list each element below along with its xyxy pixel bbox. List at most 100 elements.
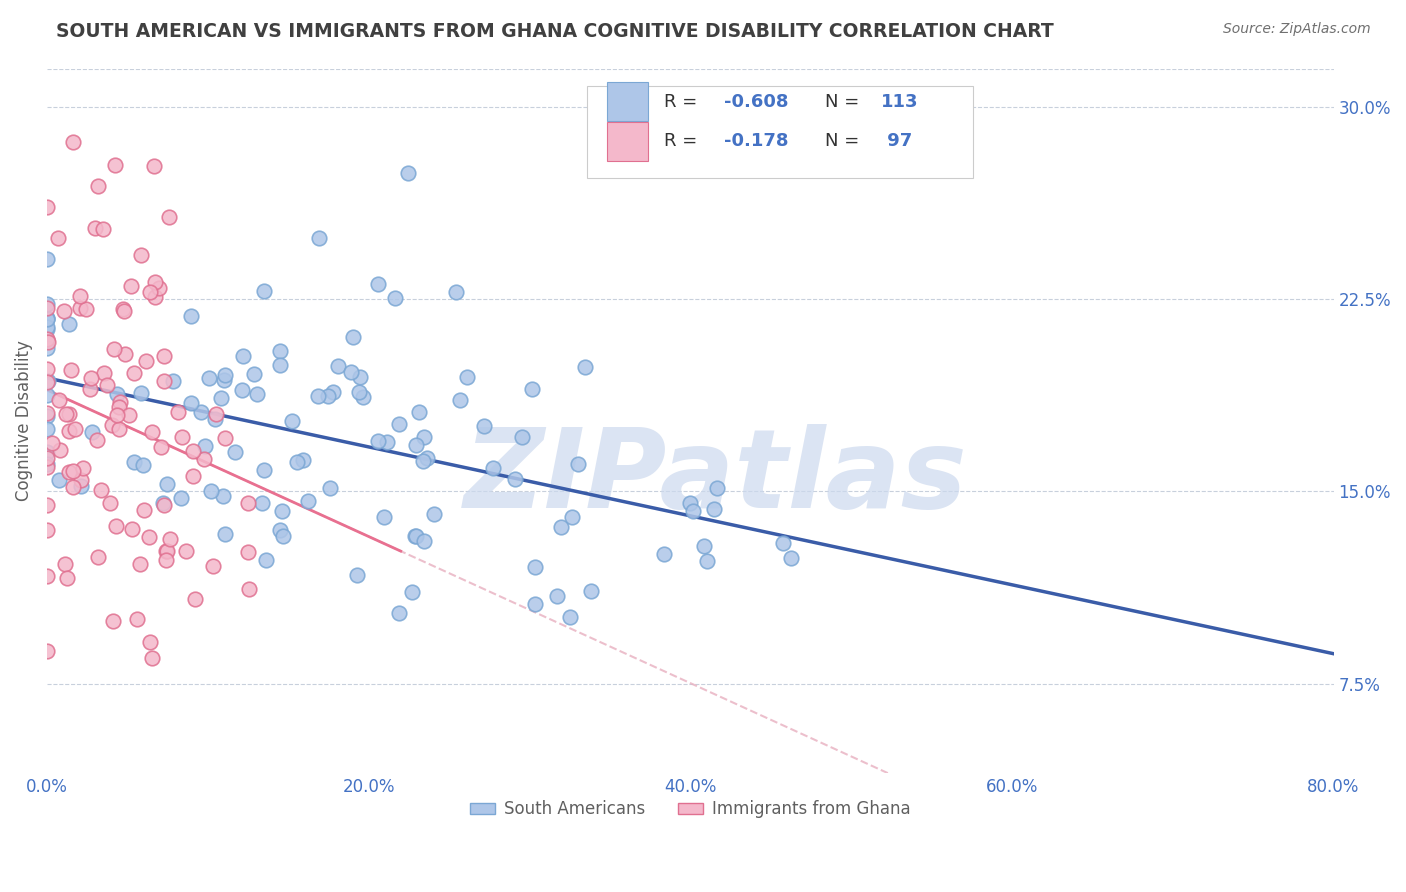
Point xyxy=(238,544,260,558)
Point xyxy=(107,422,129,436)
Point xyxy=(69,301,91,315)
Point xyxy=(780,551,803,566)
Point xyxy=(510,430,533,444)
Point xyxy=(155,544,177,558)
Point xyxy=(280,414,302,428)
Point xyxy=(412,533,434,548)
Point xyxy=(253,284,276,298)
Point xyxy=(80,371,103,385)
Point xyxy=(181,469,204,483)
Point xyxy=(153,375,176,389)
Point xyxy=(682,504,704,518)
Point xyxy=(180,310,202,324)
Text: ZIPatlas: ZIPatlas xyxy=(464,424,967,531)
Point xyxy=(141,425,163,440)
Text: -0.178: -0.178 xyxy=(724,132,789,150)
Point xyxy=(152,349,174,363)
Point xyxy=(157,210,180,224)
Point xyxy=(209,391,232,405)
Point xyxy=(567,457,589,471)
Point xyxy=(550,520,572,534)
Point xyxy=(107,400,129,414)
Point xyxy=(80,425,103,439)
Point xyxy=(139,635,162,649)
Point xyxy=(444,285,467,299)
Point xyxy=(112,301,135,316)
Point xyxy=(246,386,269,401)
Point xyxy=(35,644,58,658)
Point xyxy=(232,349,254,363)
Point xyxy=(156,477,179,491)
Point xyxy=(522,382,544,396)
Point xyxy=(114,346,136,360)
Point xyxy=(456,369,478,384)
Point xyxy=(170,430,193,444)
Point xyxy=(143,275,166,289)
Point xyxy=(693,539,716,553)
Point xyxy=(107,408,129,422)
Point xyxy=(35,444,58,458)
Point xyxy=(127,612,149,626)
Point xyxy=(120,278,142,293)
Point xyxy=(35,409,58,424)
Point xyxy=(62,480,84,494)
Point xyxy=(367,277,389,292)
Point xyxy=(387,606,409,620)
Point xyxy=(287,455,309,469)
Point xyxy=(322,384,344,399)
Point xyxy=(62,135,84,149)
Point xyxy=(174,544,197,558)
Point xyxy=(35,569,58,583)
Point xyxy=(242,367,264,381)
Point xyxy=(405,529,427,543)
Point xyxy=(297,494,319,508)
Point xyxy=(523,560,546,574)
Point xyxy=(503,472,526,486)
Point xyxy=(342,330,364,344)
Point xyxy=(214,527,236,541)
Point xyxy=(170,491,193,505)
Point xyxy=(205,407,228,421)
Point xyxy=(212,489,235,503)
Point xyxy=(269,343,291,358)
Point xyxy=(58,465,80,479)
Point xyxy=(35,332,58,346)
Point xyxy=(159,532,181,546)
Point xyxy=(112,304,135,318)
Point xyxy=(401,584,423,599)
Point xyxy=(326,359,349,373)
Point xyxy=(104,518,127,533)
Text: 113: 113 xyxy=(880,93,918,111)
Text: N =: N = xyxy=(825,132,865,150)
Point xyxy=(58,317,80,331)
Point xyxy=(346,568,368,582)
Point xyxy=(35,362,58,376)
Point xyxy=(231,383,253,397)
Point xyxy=(152,498,174,512)
Y-axis label: Cognitive Disability: Cognitive Disability xyxy=(15,341,32,501)
Point xyxy=(194,439,217,453)
Text: -0.608: -0.608 xyxy=(724,93,789,111)
Point xyxy=(340,365,363,379)
Point xyxy=(152,495,174,509)
Point xyxy=(96,378,118,392)
Point xyxy=(184,592,207,607)
Point xyxy=(75,301,97,316)
Point xyxy=(35,422,58,436)
Point xyxy=(250,496,273,510)
Point xyxy=(347,385,370,400)
Text: 97: 97 xyxy=(880,132,912,150)
Point xyxy=(37,335,59,350)
Point xyxy=(79,382,101,396)
Point xyxy=(35,252,58,266)
Point xyxy=(60,363,83,377)
Point xyxy=(35,523,58,537)
Point xyxy=(35,319,58,334)
Point xyxy=(122,367,145,381)
Point xyxy=(202,558,225,573)
Point xyxy=(696,554,718,568)
Point xyxy=(148,281,170,295)
Point xyxy=(35,457,58,471)
Point xyxy=(49,442,72,457)
Point xyxy=(87,550,110,565)
